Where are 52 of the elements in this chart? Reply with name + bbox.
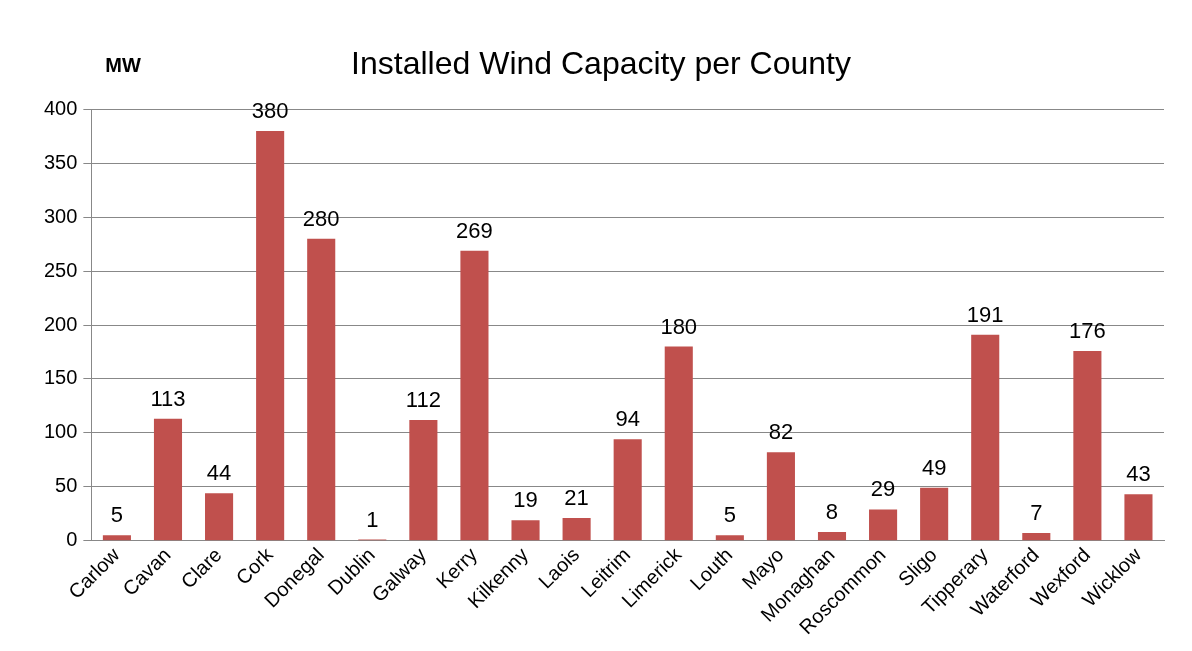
chart-title: Installed Wind Capacity per County xyxy=(351,45,851,82)
y-tick-label: 250 xyxy=(43,258,78,281)
bar xyxy=(1022,533,1051,541)
data-label: 8 xyxy=(825,499,839,525)
data-label: 280 xyxy=(302,205,340,231)
data-label: 21 xyxy=(564,485,589,511)
data-label: 7 xyxy=(1030,500,1043,526)
bar xyxy=(1073,350,1102,541)
bar xyxy=(307,238,336,541)
bar xyxy=(817,532,847,541)
data-label: 94 xyxy=(615,406,640,432)
data-label: 82 xyxy=(768,419,794,445)
data-label: 5 xyxy=(723,502,736,528)
bar xyxy=(1124,494,1153,541)
bar xyxy=(971,334,1000,541)
y-tick-label: 100 xyxy=(43,420,78,443)
bar xyxy=(766,452,795,541)
y-tick-label: 350 xyxy=(43,150,78,173)
bar xyxy=(153,418,183,541)
bar xyxy=(869,509,898,541)
data-label: 19 xyxy=(513,487,538,513)
data-label: 44 xyxy=(206,460,232,486)
data-label: 180 xyxy=(660,313,698,339)
y-tick-label: 200 xyxy=(43,312,78,335)
data-label: 191 xyxy=(966,301,1004,327)
y-tick-label: 400 xyxy=(43,96,78,119)
y-tick-label: 0 xyxy=(66,528,78,551)
y-tick-label: 150 xyxy=(43,366,78,389)
bar xyxy=(715,535,744,541)
data-label: 380 xyxy=(251,98,289,124)
bar xyxy=(205,493,234,541)
bar xyxy=(409,419,438,541)
data-label: 43 xyxy=(1126,461,1151,487)
data-label: 112 xyxy=(405,386,441,412)
bar xyxy=(613,439,642,541)
y-axis-title: MW xyxy=(105,54,141,76)
data-label: 113 xyxy=(150,385,186,411)
bar xyxy=(511,520,540,541)
data-label: 1 xyxy=(366,506,379,532)
bar xyxy=(256,130,285,541)
bar xyxy=(664,346,693,541)
bar xyxy=(562,518,591,541)
y-tick-label: 300 xyxy=(43,204,78,227)
data-label: 5 xyxy=(110,502,124,528)
data-label: 29 xyxy=(870,476,896,502)
bar xyxy=(920,487,949,541)
bar xyxy=(102,535,131,541)
bar xyxy=(460,250,489,541)
y-tick-label: 50 xyxy=(55,474,78,497)
data-label: 269 xyxy=(456,217,493,243)
data-label: 49 xyxy=(921,454,947,480)
data-label: 176 xyxy=(1069,317,1106,343)
